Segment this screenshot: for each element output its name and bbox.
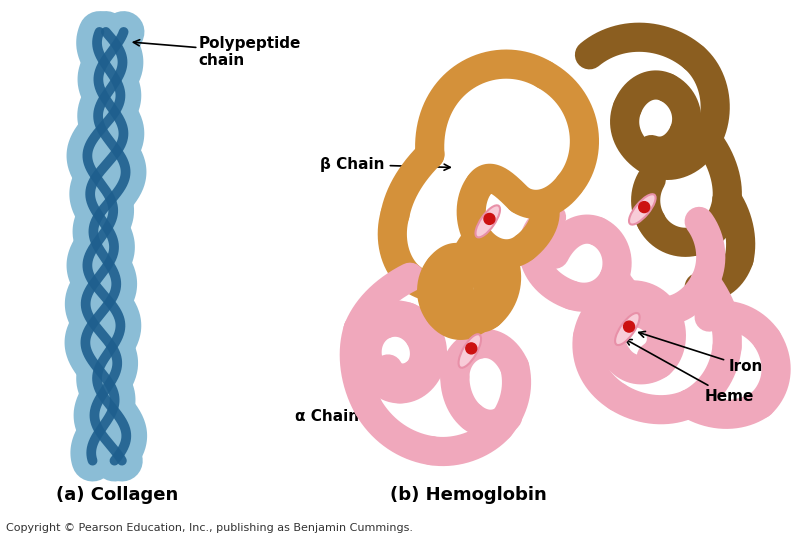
Circle shape	[466, 343, 477, 354]
Circle shape	[623, 321, 634, 332]
Circle shape	[638, 202, 650, 212]
Text: (b) Hemoglobin: (b) Hemoglobin	[390, 486, 546, 503]
Ellipse shape	[458, 334, 481, 368]
Ellipse shape	[475, 205, 500, 238]
Circle shape	[484, 213, 495, 224]
Ellipse shape	[629, 194, 656, 225]
Text: Heme: Heme	[626, 339, 754, 404]
Text: Polypeptide
chain: Polypeptide chain	[134, 36, 301, 68]
Text: (a) Collagen: (a) Collagen	[56, 486, 178, 503]
Ellipse shape	[615, 313, 640, 345]
Text: Iron: Iron	[638, 331, 763, 374]
Text: α Chain: α Chain	[295, 391, 386, 424]
Text: Copyright © Pearson Education, Inc., publishing as Benjamin Cummings.: Copyright © Pearson Education, Inc., pub…	[6, 523, 413, 532]
Text: β Chain: β Chain	[320, 157, 450, 172]
